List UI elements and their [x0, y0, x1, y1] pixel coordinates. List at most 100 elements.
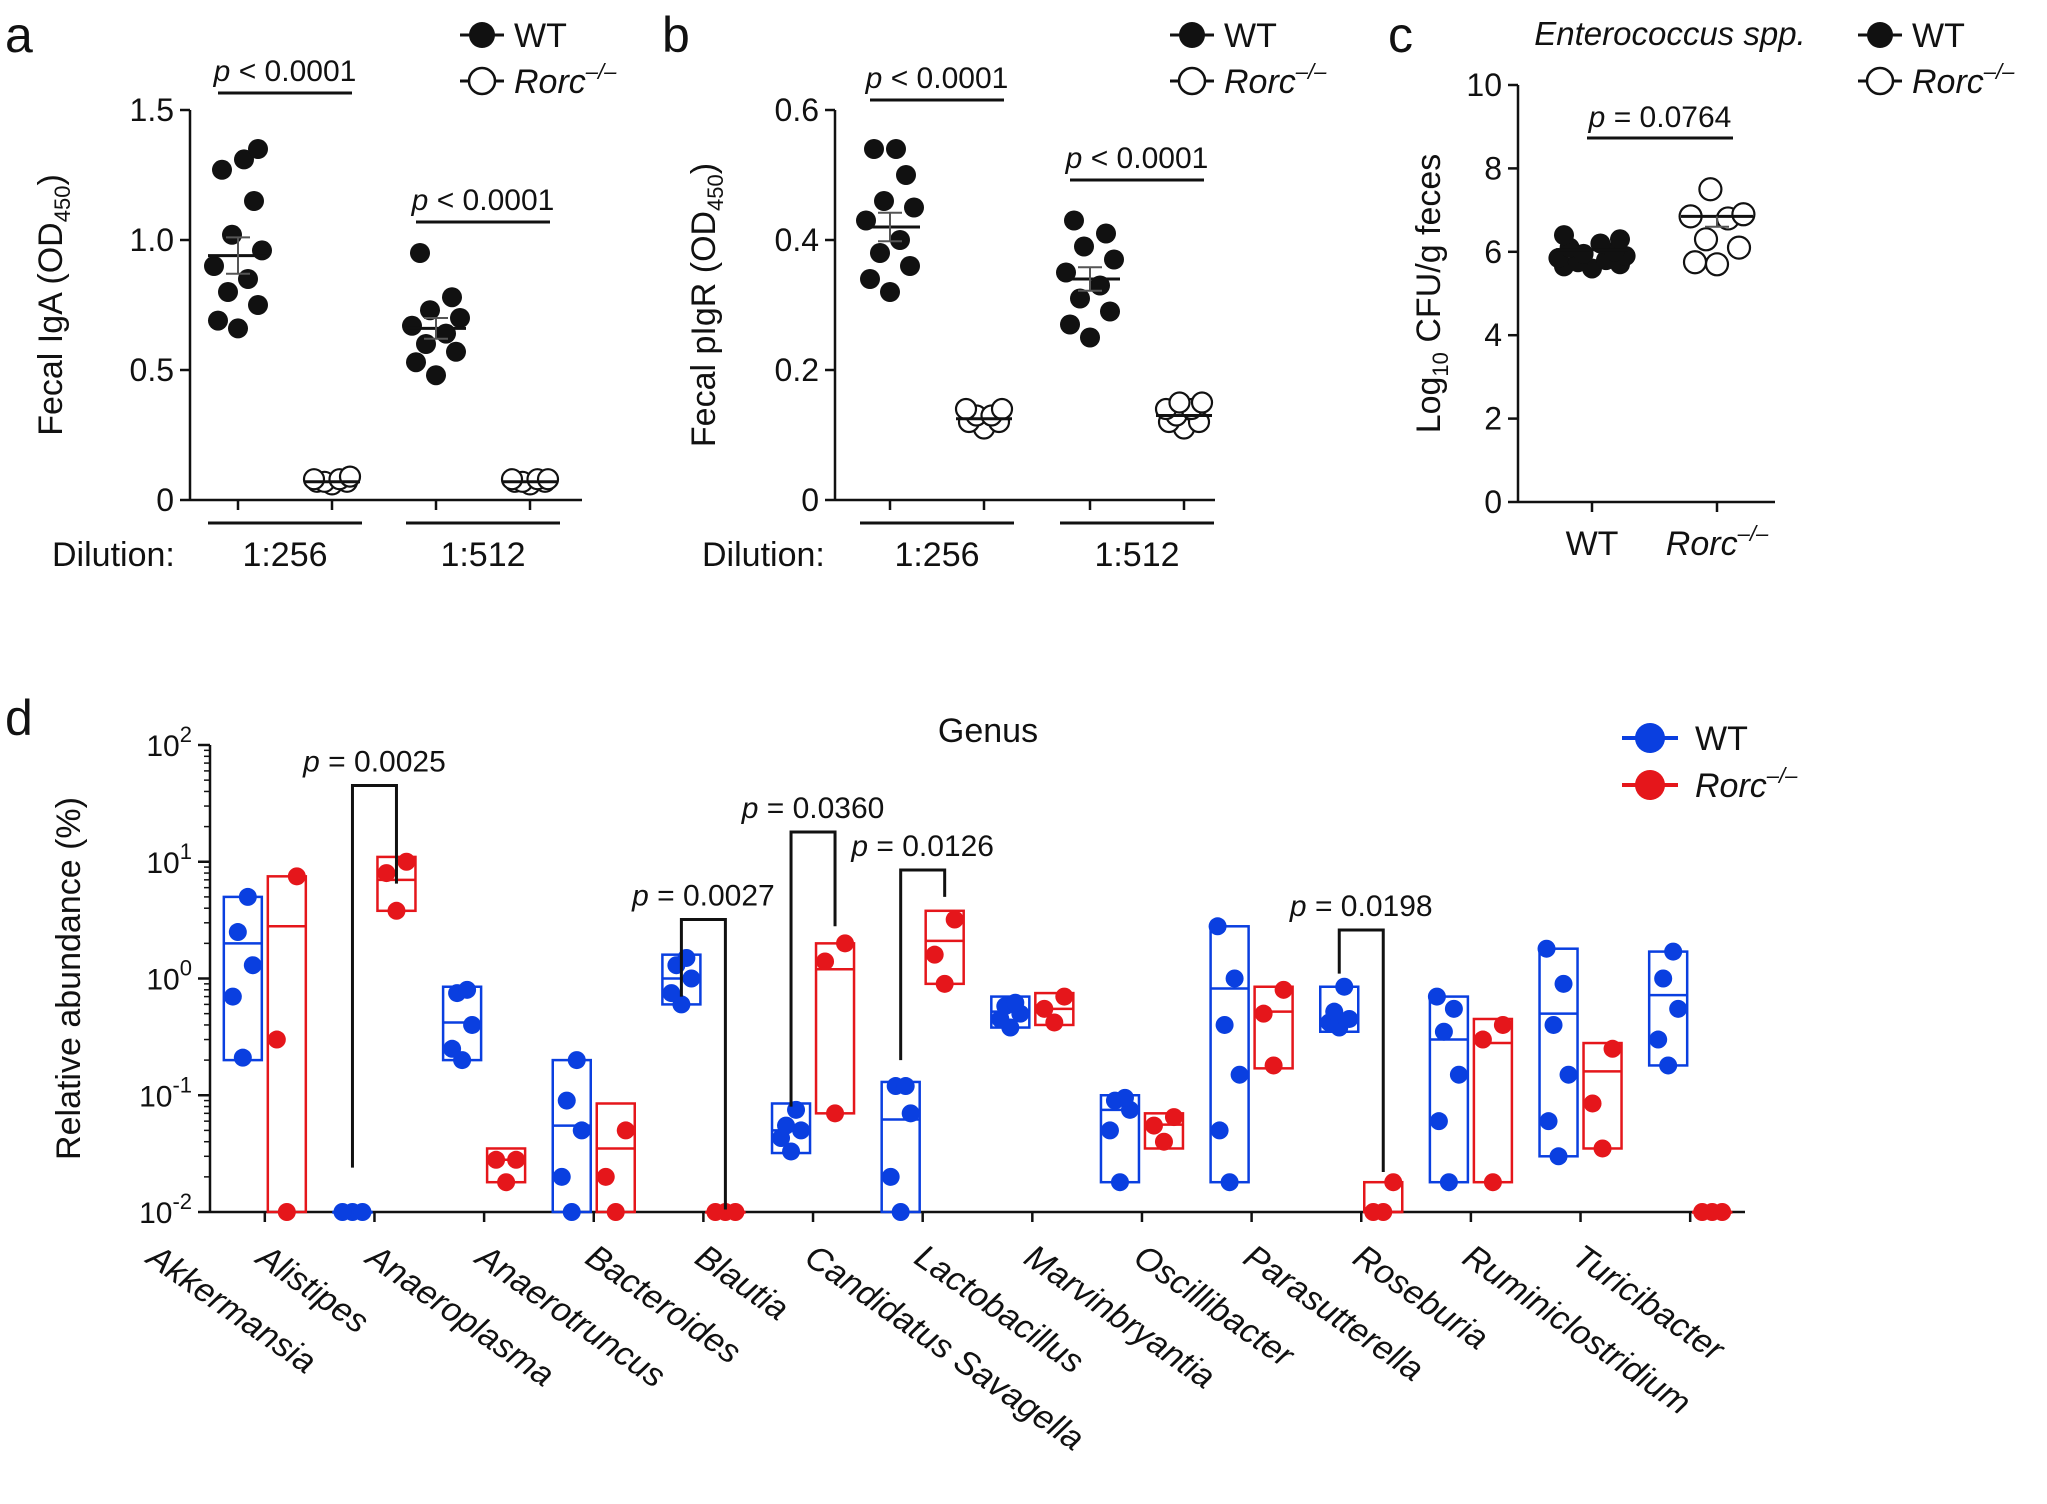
panel-b-group-label: 1:256 [894, 536, 979, 574]
panel-b-wt-dot [1060, 314, 1080, 335]
panel-d-wt-dot [1434, 1022, 1453, 1041]
panel-d-wt-dot [562, 1203, 581, 1221]
panel-d-wt-dot [1444, 999, 1463, 1018]
panel-d-rorc-dot [287, 867, 306, 886]
panel-b-legend-wt-label: WT [1224, 17, 1277, 55]
panel-d-p-bracket [1337, 928, 1385, 1173]
panel-c-rorc-dot [1693, 227, 1719, 252]
panel-d-wt-dot [552, 1167, 571, 1186]
panel-a-wt-dot [212, 159, 232, 180]
panel-c-wt-dot [1610, 229, 1630, 250]
panel-d-y-tick-label: 102 [146, 722, 192, 763]
panel-b-wt-dot [1070, 288, 1090, 309]
panel-a-wt-dot [450, 308, 470, 328]
panel-a-wt-dot [436, 323, 456, 344]
panel-d-wt-dot [1220, 1173, 1239, 1192]
panel-d-rorc-dot [925, 945, 944, 964]
panel-d-rorc-dot [1603, 1039, 1622, 1058]
panel-d-rorc-dot [397, 852, 416, 871]
panel-d-wt-dot [1539, 1112, 1558, 1131]
panel-d-rorc-dot [1274, 980, 1293, 999]
panel-a-wt-dot [446, 341, 466, 362]
panel-d-p-label: p = 0.0025 [302, 745, 446, 778]
panel-d-legend-rorc-marker [1635, 770, 1665, 800]
panel-d-rorc-dot [616, 1121, 635, 1140]
panel-c-legend-rorc-marker [1865, 66, 1895, 96]
panel-a-wt-dot [416, 334, 436, 354]
panel-letter-a: a [5, 7, 33, 63]
panel-b-wt-dot [1074, 236, 1094, 257]
panel-d-y-tick-label: 10-1 [139, 1072, 192, 1113]
panel-c-y-tick-label: 0 [1484, 484, 1502, 520]
panel-d-wt-dot [1335, 977, 1354, 996]
panel-d-p-bracket [789, 830, 837, 1107]
panel-a-group-label: 1:512 [440, 536, 525, 574]
panel-d-legend-wt-marker [1635, 723, 1665, 753]
panel-d-wt-dot [1208, 917, 1227, 936]
panel-d-wt-box [880, 1080, 921, 1214]
panel-a-iga-chart: 0 0.5 1.0 1.5 Fecal IgA (OD450) Dilution: 1:25… [32, 17, 617, 574]
panel-d-rorc-dot [1264, 1056, 1283, 1075]
panel-b-p-label: p < 0.0001 [865, 62, 1009, 95]
panel-d-wt-dot [662, 984, 681, 1003]
panel-d-rorc-dot [1493, 1015, 1512, 1034]
panel-d-wt-dot [458, 980, 477, 999]
panel-b-y-tick-label: 0.4 [775, 222, 819, 258]
panel-b-wt-dot [904, 197, 924, 218]
panel-d-wt-dot [1230, 1065, 1249, 1084]
panel-c-x-label-rorc: Rorc–/– [1666, 521, 1769, 563]
panel-a-wt-dot [252, 240, 272, 261]
panel-d-p-label: p = 0.0198 [1289, 890, 1433, 923]
panel-d-p-label: p = 0.0027 [631, 880, 775, 913]
panel-d-x-tick-label: Anaeroplasma [358, 1236, 561, 1394]
panel-a-wt-dot [244, 191, 264, 211]
panel-d-wt-dot [1340, 1009, 1359, 1028]
panel-d-x-tick-label: Marvinbryantia [1017, 1237, 1221, 1396]
panel-b-y-tick-label: 0.6 [775, 92, 819, 128]
panel-d-rorc-dot [1593, 1139, 1612, 1158]
panel-b-wt-dot [1096, 223, 1116, 244]
panel-d-wt-dot [353, 1203, 372, 1221]
panel-b-wt-dot [874, 191, 894, 211]
panel-d-wt-dot [1559, 1065, 1578, 1084]
panel-d-rorc-dot [387, 901, 406, 920]
panel-c-y-tick-label: 8 [1484, 150, 1502, 186]
panel-d-rorc-box [595, 1102, 636, 1214]
panel-d-rorc-dot [935, 974, 954, 993]
panel-d-rorc-dot [267, 1030, 286, 1049]
panel-d-wt-dot [567, 1051, 586, 1070]
panel-a-y-tick-label: 0.5 [130, 352, 174, 388]
panel-d-wt-dot [881, 1167, 900, 1186]
panel-c-y-tick-label: 10 [1466, 67, 1502, 103]
panel-d-rorc-dot [836, 934, 855, 953]
panel-d-rorc-dot [1583, 1094, 1602, 1113]
panel-d-rorc-box [1253, 985, 1294, 1070]
panel-b-legend-rorc-marker [1177, 66, 1207, 96]
panel-b-wt-dot [1100, 301, 1120, 322]
panel-b-wt-dot [900, 256, 920, 276]
panel-d-wt-dot [1649, 1030, 1668, 1049]
panel-d-wt-dot [572, 1121, 591, 1140]
panel-d-rorc-dot [1364, 1203, 1383, 1221]
panel-a-legend-wt-label: WT [514, 17, 567, 55]
panel-b-wt-dot [864, 139, 884, 159]
panel-a-wt-dot [410, 243, 430, 263]
panel-b-x-title: Dilution: [702, 536, 825, 574]
panel-b-p-label: p < 0.0001 [1065, 142, 1209, 175]
panel-c-y-tick-label: 2 [1484, 401, 1502, 437]
panel-d-wt-dot [1544, 1015, 1563, 1034]
panel-a-rorc-dot [536, 468, 560, 491]
panel-b-legend-wt-marker [1179, 22, 1205, 48]
panel-d-wt-dot [238, 887, 257, 906]
panel-d-wt-dot [896, 1077, 915, 1096]
panel-d-rorc-dot [1693, 1203, 1712, 1221]
panel-d-legend-rorc-label: Rorc–/– [1695, 763, 1798, 805]
panel-a-rorc-dot [338, 465, 362, 488]
panel-d-rorc-dot [1055, 987, 1074, 1006]
panel-a-wt-dot [204, 256, 224, 276]
panel-b-wt-dot [860, 269, 880, 289]
panel-d-wt-dot [1439, 1173, 1458, 1192]
panel-d-wt-dot [333, 1203, 352, 1221]
panel-c-y-label: Log10 CFU/g feces [1410, 154, 1453, 434]
